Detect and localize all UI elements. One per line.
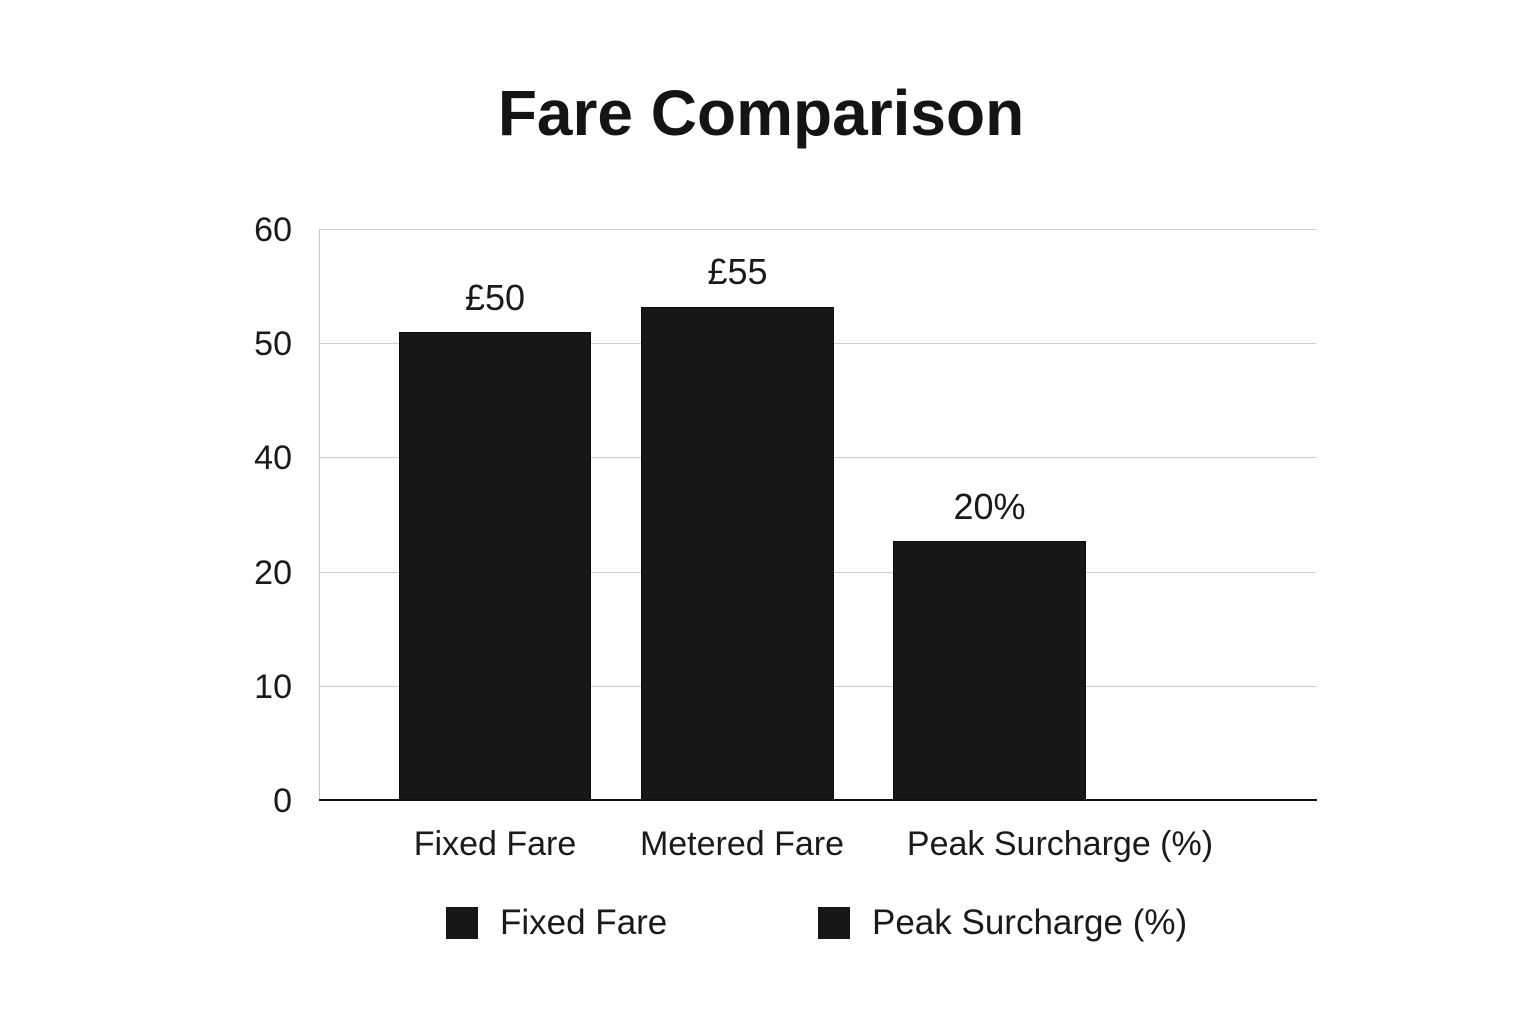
y-tick-label: 0 — [273, 782, 292, 820]
legend-swatch-icon — [818, 907, 850, 939]
bar-value-label: £50 — [464, 277, 526, 318]
bar-peak-surcharge — [893, 541, 1086, 800]
legend-item-fixed-fare: Fixed Fare — [446, 903, 667, 943]
y-axis-line — [319, 229, 320, 800]
y-tick-label: 50 — [254, 325, 292, 363]
bar-fixed-fare — [399, 332, 591, 800]
y-tick-label: 10 — [254, 668, 292, 706]
x-tick-label: Peak Surcharge (%) — [906, 825, 1214, 863]
y-tick-label: 60 — [254, 211, 292, 249]
legend-item-peak-surcharge: Peak Surcharge (%) — [818, 903, 1187, 943]
bar-value-label: £55 — [707, 251, 768, 292]
legend-label: Fixed Fare — [500, 903, 668, 942]
y-tick-label: 20 — [254, 554, 292, 592]
bar-metered-fare — [641, 307, 834, 800]
x-axis-line — [319, 799, 1317, 801]
y-tick-label: 40 — [254, 439, 292, 477]
bar-value-label: 20% — [953, 486, 1026, 527]
x-tick-label: Fixed Fare — [413, 825, 577, 863]
chart-title: Fare Comparison — [497, 77, 1025, 149]
gridline-60 — [320, 229, 1316, 230]
x-tick-label: Metered Fare — [639, 825, 845, 863]
legend-swatch-icon — [446, 907, 478, 939]
legend-label: Peak Surcharge (%) — [872, 903, 1188, 942]
